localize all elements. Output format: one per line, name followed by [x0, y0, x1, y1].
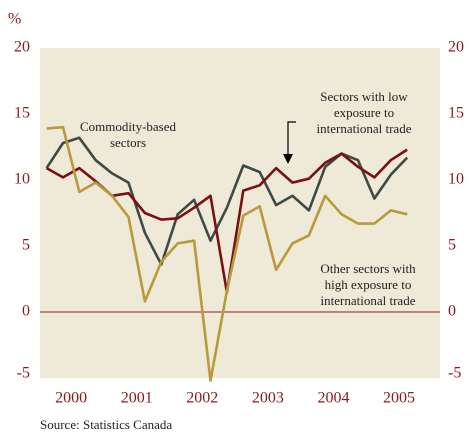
- y2-tick-label: 0: [448, 303, 456, 320]
- y2-tick-label: 20: [448, 39, 464, 56]
- annotation: Commodity-based: [80, 119, 177, 134]
- source: Source: Statistics Canada: [40, 417, 172, 432]
- arrow: [287, 121, 296, 155]
- x-tick-label: 2004: [317, 390, 349, 407]
- y2-tick-label: 15: [448, 105, 464, 122]
- y-tick-label: 20: [14, 39, 30, 56]
- x-tick-label: 2005: [383, 390, 415, 407]
- annotation: high exposure to: [325, 277, 412, 292]
- series-line: [46, 125, 408, 382]
- annotation: exposure to: [334, 105, 394, 120]
- annotation: international trade: [317, 121, 412, 136]
- annotation: sectors: [110, 135, 146, 150]
- y2-tick-label: 5: [448, 237, 456, 254]
- arrow-head: [283, 154, 293, 164]
- y2-tick-label: -5: [448, 365, 461, 382]
- x-tick-label: 2001: [121, 390, 153, 407]
- x-tick-label: 2002: [186, 390, 218, 407]
- annotation: Other sectors with: [320, 261, 416, 276]
- x-tick-label: 2000: [55, 390, 87, 407]
- y-tick-label: -5: [17, 365, 30, 382]
- annotation: international trade: [321, 293, 416, 308]
- y-tick-label: 5: [22, 237, 30, 254]
- x-tick-label: 2003: [252, 390, 284, 407]
- y-tick-label: 0: [22, 303, 30, 320]
- y-tick-label: 10: [14, 171, 30, 188]
- y-tick-label: 15: [14, 105, 30, 122]
- y-axis-label: %: [8, 11, 21, 28]
- annotation: Sectors with low: [320, 89, 408, 104]
- series-line: [45, 136, 409, 266]
- y2-tick-label: 10: [448, 171, 464, 188]
